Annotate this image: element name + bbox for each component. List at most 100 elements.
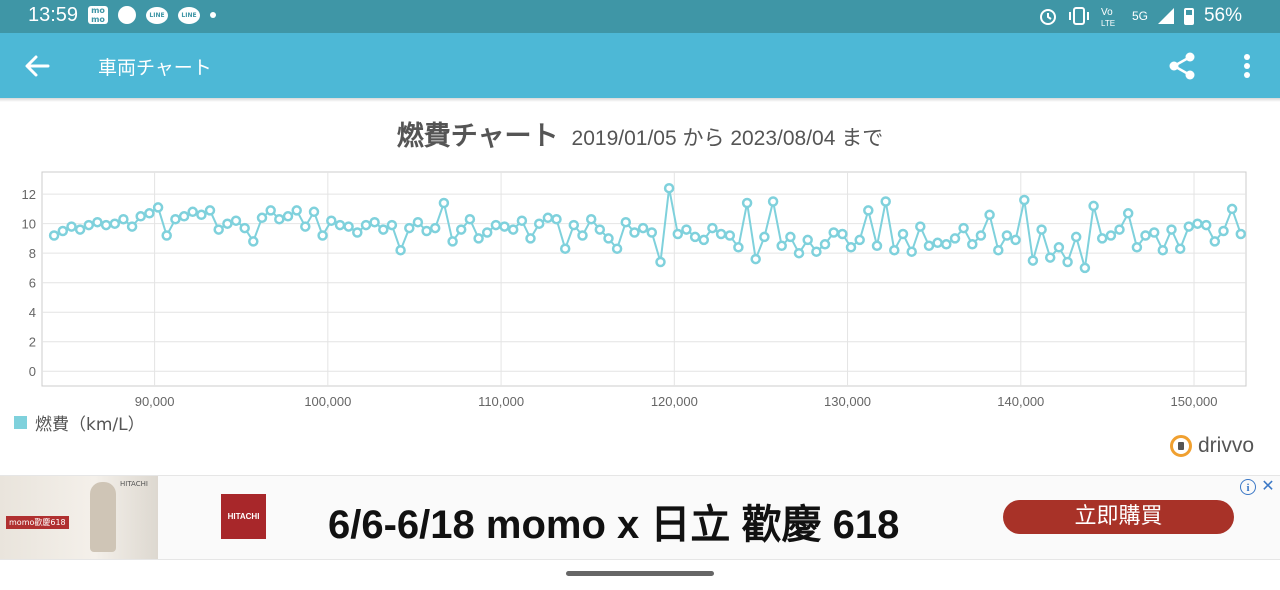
- ad-image[interactable]: HITACHI momo歡慶618: [0, 476, 158, 559]
- data-point: [352, 227, 363, 238]
- data-point: [525, 233, 536, 244]
- data-point: [421, 225, 432, 237]
- data-point: [1010, 234, 1021, 246]
- home-indicator[interactable]: [566, 571, 714, 576]
- data-point: [265, 205, 276, 216]
- data-point: [1200, 219, 1212, 231]
- data-point: [230, 215, 242, 226]
- data-point: [1218, 225, 1229, 237]
- data-point: [819, 239, 831, 250]
- data-point: [1079, 262, 1091, 274]
- data-point: [967, 239, 978, 250]
- app-bar-shadow: [0, 98, 1280, 102]
- data-point: [1140, 230, 1151, 241]
- app-bar-title: 車両チャート: [98, 57, 212, 79]
- data-point: [1105, 230, 1117, 241]
- data-point: [715, 228, 727, 240]
- y-tick-label: 8: [29, 246, 36, 261]
- data-point: [222, 218, 233, 229]
- ad-close-icon[interactable]: ✕: [1261, 476, 1275, 495]
- data-point: [1157, 244, 1169, 256]
- ad-banner[interactable]: HITACHI momo歡慶618 HITACHI 6/6-6/18 momo …: [0, 475, 1280, 560]
- more-vert-icon[interactable]: [1236, 50, 1258, 82]
- data-point: [395, 244, 406, 256]
- y-tick-label: 0: [29, 364, 36, 379]
- system-icons: Vo LTE 5G 56%: [1038, 5, 1242, 27]
- data-point: [585, 213, 597, 225]
- x-tick-label: 140,000: [997, 394, 1044, 409]
- data-point: [1209, 236, 1221, 247]
- ad-headline[interactable]: 6/6-6/18 momo x 日立 歡慶 618: [328, 503, 900, 547]
- data-point: [897, 228, 909, 240]
- data-point: [1036, 224, 1047, 235]
- data-point: [854, 234, 865, 246]
- ad-brand-logo[interactable]: HITACHI: [221, 494, 266, 539]
- data-point: [889, 244, 900, 256]
- data-point: [672, 228, 684, 240]
- data-point: [369, 216, 380, 228]
- alarm-icon: [1039, 9, 1056, 25]
- data-point: [707, 222, 718, 234]
- data-point: [880, 196, 891, 207]
- data-point: [187, 206, 198, 218]
- y-tick-label: 6: [29, 276, 36, 291]
- data-point: [603, 233, 614, 244]
- data-point: [386, 219, 398, 231]
- data-point: [637, 222, 649, 234]
- data-point: [516, 215, 528, 226]
- data-point: [828, 227, 839, 238]
- data-point: [490, 219, 502, 231]
- drivvo-logo-icon: [1170, 435, 1192, 457]
- data-point: [1001, 230, 1013, 241]
- data-point: [135, 211, 146, 222]
- data-point: [447, 236, 458, 247]
- data-point: [863, 205, 874, 216]
- data-point: [837, 228, 848, 240]
- data-point: [1070, 231, 1082, 243]
- y-tick-label: 2: [29, 335, 36, 350]
- svg-text:Vo: Vo: [1101, 7, 1113, 18]
- data-point: [542, 212, 554, 224]
- y-tick-label: 12: [22, 187, 36, 202]
- data-point: [1235, 228, 1247, 240]
- data-point: [196, 209, 207, 221]
- data-point: [551, 213, 562, 225]
- data-point: [438, 197, 450, 209]
- x-tick-label: 100,000: [304, 394, 351, 409]
- chart-date-range: 2019/01/05 から 2023/08/04 まで: [571, 127, 884, 150]
- data-point: [646, 227, 658, 238]
- data-point: [100, 219, 112, 231]
- x-tick-label: 110,000: [478, 394, 524, 409]
- ad-buy-now-button[interactable]: 立即購買: [1003, 500, 1234, 534]
- data-point: [178, 211, 190, 222]
- vibrate-icon: [1068, 7, 1089, 25]
- data-point: [308, 206, 320, 218]
- ad-info-icon[interactable]: i: [1240, 479, 1256, 495]
- data-point: [993, 244, 1004, 256]
- data-point: [256, 212, 268, 224]
- data-point: [1062, 256, 1073, 268]
- data-point: [429, 222, 441, 234]
- data-point: [724, 230, 736, 241]
- momo-notification-icon: mo mo: [88, 6, 108, 24]
- more-notifications-dot: [210, 12, 216, 18]
- share-icon[interactable]: [1166, 50, 1198, 82]
- data-point: [48, 230, 60, 241]
- data-point: [499, 221, 510, 232]
- x-tick-label: 120,000: [651, 394, 698, 409]
- line-notification-icon: LINE: [178, 6, 200, 24]
- x-tick-label: 150,000: [1171, 394, 1218, 409]
- data-point: [360, 219, 372, 231]
- back-arrow-icon[interactable]: [22, 51, 52, 81]
- data-point: [577, 230, 588, 241]
- data-point: [1174, 243, 1186, 254]
- data-point: [698, 234, 710, 246]
- data-point: [568, 219, 580, 231]
- data-point: [559, 243, 571, 254]
- fuel-economy-chart: 0 2 4 6 8 10 12 90,000 100,000 110,000 120,000 130,…: [22, 171, 1247, 409]
- data-point: [239, 222, 250, 234]
- data-point: [611, 243, 623, 254]
- data-point: [733, 242, 744, 253]
- data-point: [811, 246, 822, 257]
- notification-icons: mo mo LINE LINE: [88, 6, 216, 24]
